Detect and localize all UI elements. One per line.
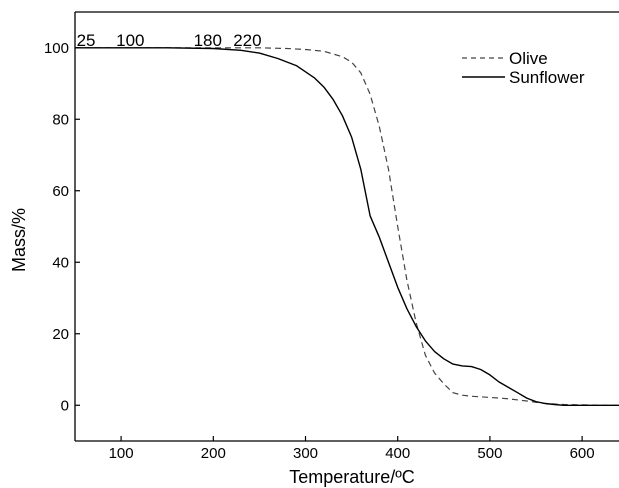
series-layer: [75, 47, 619, 406]
axes: [74, 11, 619, 442]
series-line-olive: [75, 47, 619, 406]
legend-olive-label: Olive: [509, 49, 548, 68]
series-line-sunflower: [75, 47, 619, 406]
legend: Olive Sunflower: [462, 49, 585, 87]
x-tick-label: 300: [293, 445, 318, 462]
y-tick-label: 60: [52, 183, 69, 200]
y-axis-title: Mass/%: [9, 208, 29, 272]
temperature-annotation: 100: [116, 31, 144, 50]
x-tick-label: 200: [201, 445, 226, 462]
x-ticks: 100 200 300 400 500 600: [109, 436, 595, 462]
y-tick-label: 0: [61, 397, 69, 414]
y-tick-label: 100: [44, 40, 69, 57]
y-tick-label: 20: [52, 326, 69, 343]
y-ticks: 0 20 40 60 80 100: [44, 40, 80, 414]
x-tick-label: 600: [570, 445, 595, 462]
x-tick-label: 500: [477, 445, 502, 462]
x-axis-title: Temperature/ºC: [289, 467, 415, 487]
annotations: 25 100 180 220: [77, 31, 262, 50]
legend-sunflower-label: Sunflower: [509, 68, 585, 87]
x-tick-label: 100: [109, 445, 134, 462]
temperature-annotation: 180: [194, 31, 222, 50]
y-tick-label: 40: [52, 254, 69, 271]
temperature-annotation: 25: [77, 31, 96, 50]
x-tick-label: 400: [385, 445, 410, 462]
y-tick-label: 80: [52, 111, 69, 128]
temperature-annotation: 220: [233, 31, 261, 50]
